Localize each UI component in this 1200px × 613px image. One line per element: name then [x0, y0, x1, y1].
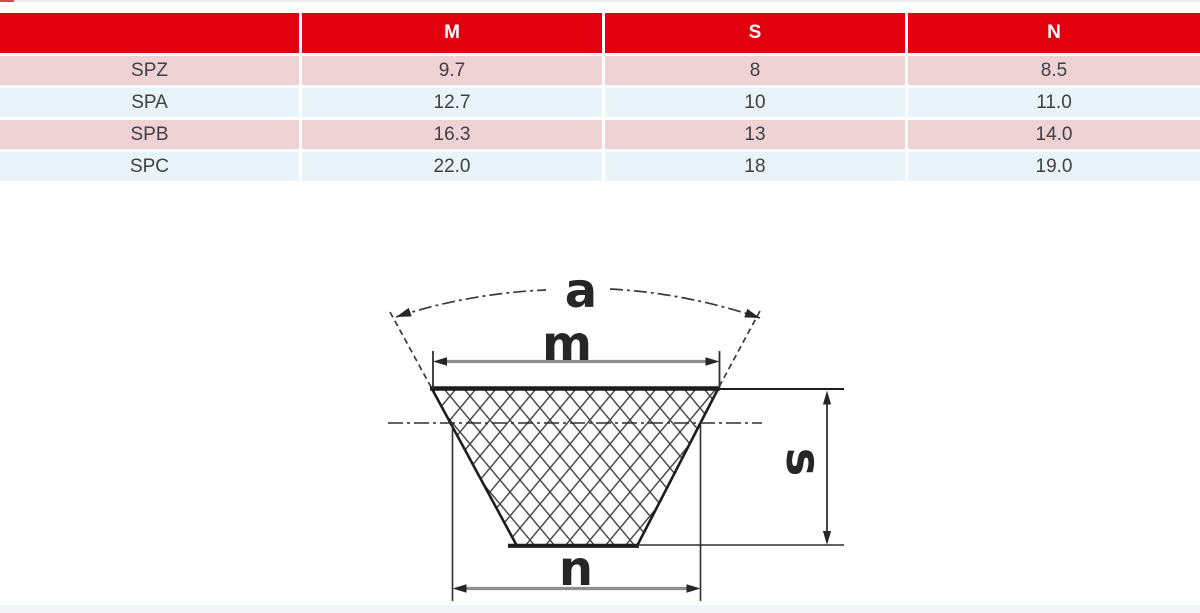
- n-left-arrowhead: [452, 584, 467, 593]
- dimension-m: [432, 351, 721, 390]
- cell-spz-n: 8.5: [908, 56, 1200, 85]
- cell-spb-n: 14.0: [908, 120, 1200, 149]
- cell-spz-profile: SPZ: [0, 56, 299, 85]
- dimension-s: [822, 390, 832, 545]
- cell-spz-s: 8: [605, 56, 905, 85]
- arc-left-segment: [395, 289, 547, 318]
- column-header-s: S: [605, 13, 905, 53]
- column-header-m: M: [302, 13, 602, 53]
- column-header-profile: [0, 13, 299, 53]
- arc-right-segment: [609, 288, 761, 319]
- cell-spc-n: 19.0: [908, 152, 1200, 181]
- hatch-fill: [432, 388, 718, 546]
- dimension-a-arc: [395, 288, 761, 319]
- cell-spa-n: 11.0: [908, 88, 1200, 117]
- cell-spc-profile: SPC: [0, 152, 299, 181]
- left-side-extension: [389, 311, 432, 388]
- s-bottom-arrowhead: [822, 531, 832, 545]
- cell-spb-m: 16.3: [302, 120, 602, 149]
- dimension-n: [451, 425, 702, 601]
- cell-spc-m: 22.0: [302, 152, 602, 181]
- top-hairline: [0, 0, 1200, 2]
- cell-spc-s: 18: [605, 152, 905, 181]
- arc-right-arrowhead: [744, 308, 760, 318]
- label-n: n: [558, 541, 594, 597]
- s-top-arrowhead: [822, 390, 832, 405]
- bottom-page-band: [0, 605, 1200, 613]
- belt-right-side: [635, 387, 720, 547]
- label-a: a: [564, 263, 598, 319]
- belt-dimension-table: M S N SPZ 9.7 8 8.5 SPA 12.7 10 11.0 SPB…: [0, 13, 1200, 181]
- cell-spb-s: 13: [605, 120, 905, 149]
- belt-profile: [388, 310, 844, 548]
- n-right-arrowhead: [686, 584, 701, 593]
- belt-left-side: [430, 387, 519, 547]
- top-hairline-red-chip: [0, 0, 14, 2]
- m-left-arrowhead: [433, 357, 447, 366]
- label-m: m: [541, 316, 593, 372]
- cell-spa-m: 12.7: [302, 88, 602, 117]
- right-side-extension: [718, 310, 761, 388]
- cell-spa-profile: SPA: [0, 88, 299, 117]
- cell-spa-s: 10: [605, 88, 905, 117]
- m-right-arrowhead: [705, 357, 720, 366]
- cell-spb-profile: SPB: [0, 120, 299, 149]
- arc-left-arrowhead: [396, 307, 412, 317]
- label-s: s: [775, 447, 831, 477]
- cell-spz-m: 9.7: [302, 56, 602, 85]
- column-header-n: N: [908, 13, 1200, 53]
